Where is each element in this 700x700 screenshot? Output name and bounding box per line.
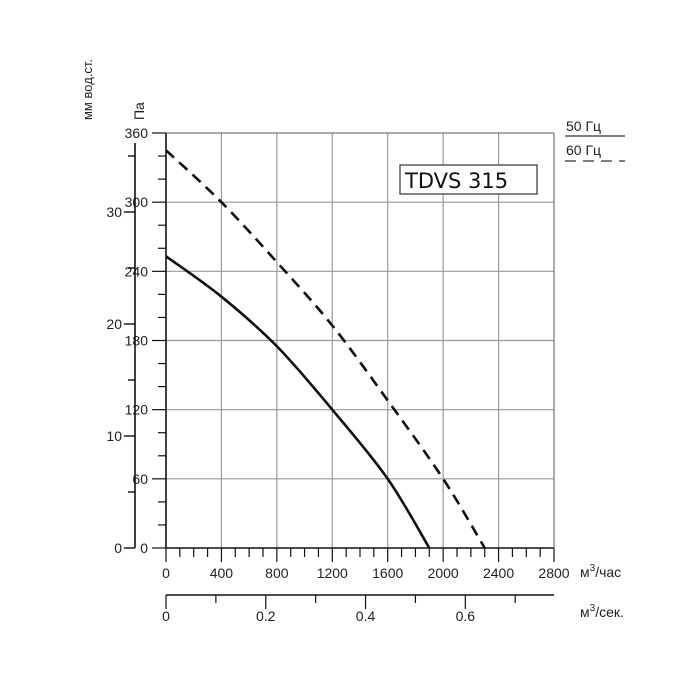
x-tick-label: 1600: [372, 565, 403, 581]
y-tick-label: 240: [125, 263, 149, 279]
chart-title: TDVS 315: [404, 169, 508, 193]
x-tick-label: 1200: [317, 565, 348, 581]
y2-tick-label: 30: [106, 204, 122, 220]
x-tick-label: 400: [210, 565, 234, 581]
x2-tick-label: 0.6: [456, 608, 476, 624]
y-axis-pa-ticks: 0 60 120 180 240 300 360: [125, 125, 166, 556]
title-box: [399, 164, 538, 195]
y-axis-mm-title: мм вод.ст.: [80, 59, 95, 120]
curve-60hz: [165, 149, 486, 549]
y-tick-label: 120: [125, 402, 149, 418]
y2-tick-label: 0: [114, 540, 122, 556]
x-axis-m3s-title: м3/сек.: [580, 603, 624, 620]
y2-tick-label: 20: [106, 316, 122, 332]
x-tick-label: 2000: [428, 565, 459, 581]
x2-tick-label: 0: [162, 608, 170, 624]
y-axis-mm-ticks: 0 10 20 30: [106, 155, 135, 556]
curve-50hz: [165, 255, 431, 549]
x-axis-m3s-ticks: 0 0.2 0.4 0.6: [162, 595, 516, 624]
y-tick-label: 0: [140, 540, 148, 556]
x2-tick-label: 0.4: [356, 608, 376, 624]
y-axis-pa-title: Па: [131, 102, 147, 120]
legend-50hz-label: 50 Гц: [566, 118, 601, 134]
x-tick-label: 2800: [538, 565, 569, 581]
y-tick-label: 180: [125, 333, 149, 349]
x-axis-m3h-title: м3/час: [580, 563, 621, 580]
y-tick-label: 60: [132, 471, 148, 487]
legend-60hz-label: 60 Гц: [566, 142, 601, 158]
x2-tick-label: 0.2: [256, 608, 276, 624]
y-tick-label: 300: [125, 194, 149, 210]
y2-tick-label: 10: [106, 428, 122, 444]
y-tick-label: 360: [125, 125, 149, 141]
x-tick-label: 800: [265, 565, 289, 581]
x-tick-label: 2400: [483, 565, 514, 581]
x-tick-label: 0: [162, 565, 170, 581]
grid: [166, 133, 554, 548]
x-axis-m3h-ticks: 0 400 800 1200 1600 2000 2400 2800: [162, 548, 570, 581]
